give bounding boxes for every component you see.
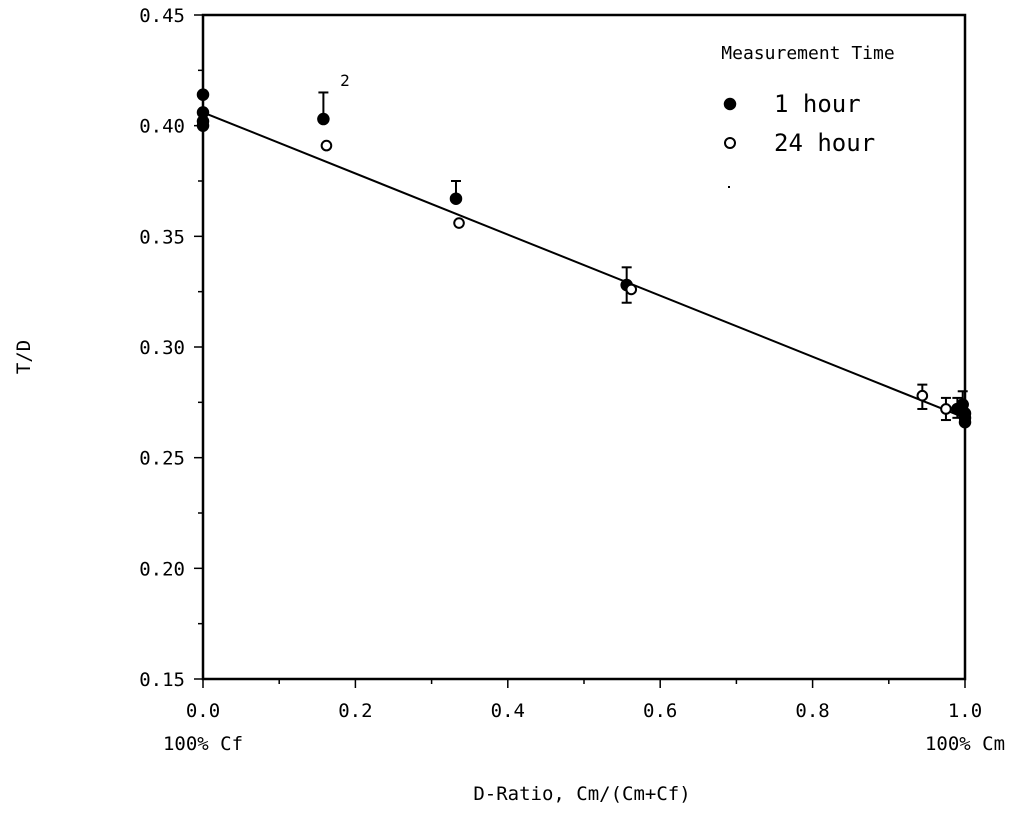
point-24-hour [320, 139, 333, 152]
x-tick-label: 0.2 [338, 700, 372, 722]
y-tick-label: 0.35 [139, 226, 185, 248]
legend-label-1-hour: 1 hour [774, 90, 861, 118]
fit-line-group [202, 111, 966, 419]
fit-line [202, 111, 966, 419]
y-tick-label: 0.15 [139, 669, 185, 691]
y-tick-label: 0.40 [139, 116, 185, 138]
point-1-hour [317, 112, 330, 126]
y-tick-label: 0.30 [139, 337, 185, 359]
legend-marker-blank [728, 186, 730, 188]
x-end-label-left: 100% Cf [163, 733, 243, 755]
y-tick-label: 0.45 [139, 5, 185, 27]
x-tick-label: 0.8 [795, 700, 829, 722]
x-tick-label: 1.0 [948, 700, 982, 722]
point-24-hour [625, 283, 638, 296]
y-tick-label: 0.20 [139, 558, 185, 580]
point-1-hour [449, 192, 463, 205]
x-tick-label: 0.0 [186, 700, 220, 722]
y-tick-label: 0.25 [139, 448, 185, 470]
legend-marker-1-hour [723, 97, 737, 111]
legend: Measurement Time 1 hour 24 hour [721, 43, 895, 188]
y-axis-title: T/D [13, 340, 35, 374]
y-axis-ticks: 0.15 0.20 0.25 0.30 0.35 0.40 0.45 [139, 5, 203, 691]
data-points [196, 88, 972, 429]
legend-label-24-hour: 24 hour [774, 129, 875, 157]
x-axis-title: D-Ratio, Cm/(Cm+Cf) [473, 783, 690, 805]
legend-marker-24-hour [724, 137, 736, 149]
point-1-hour [196, 119, 210, 132]
point-1-hour [196, 88, 210, 101]
point-1-hour [958, 416, 972, 429]
x-tick-label: 0.4 [491, 700, 525, 722]
x-tick-label: 0.6 [643, 700, 677, 722]
x-axis-ticks: 0.0 0.2 0.4 0.6 0.8 1.0 [186, 679, 982, 722]
annotation-label: 2 [340, 71, 350, 90]
legend-title: Measurement Time [721, 43, 894, 64]
x-end-label-right: 100% Cm [925, 733, 1005, 755]
point-24-hour [916, 389, 929, 402]
point-24-hour [453, 217, 465, 229]
point-24-hour [940, 403, 952, 415]
